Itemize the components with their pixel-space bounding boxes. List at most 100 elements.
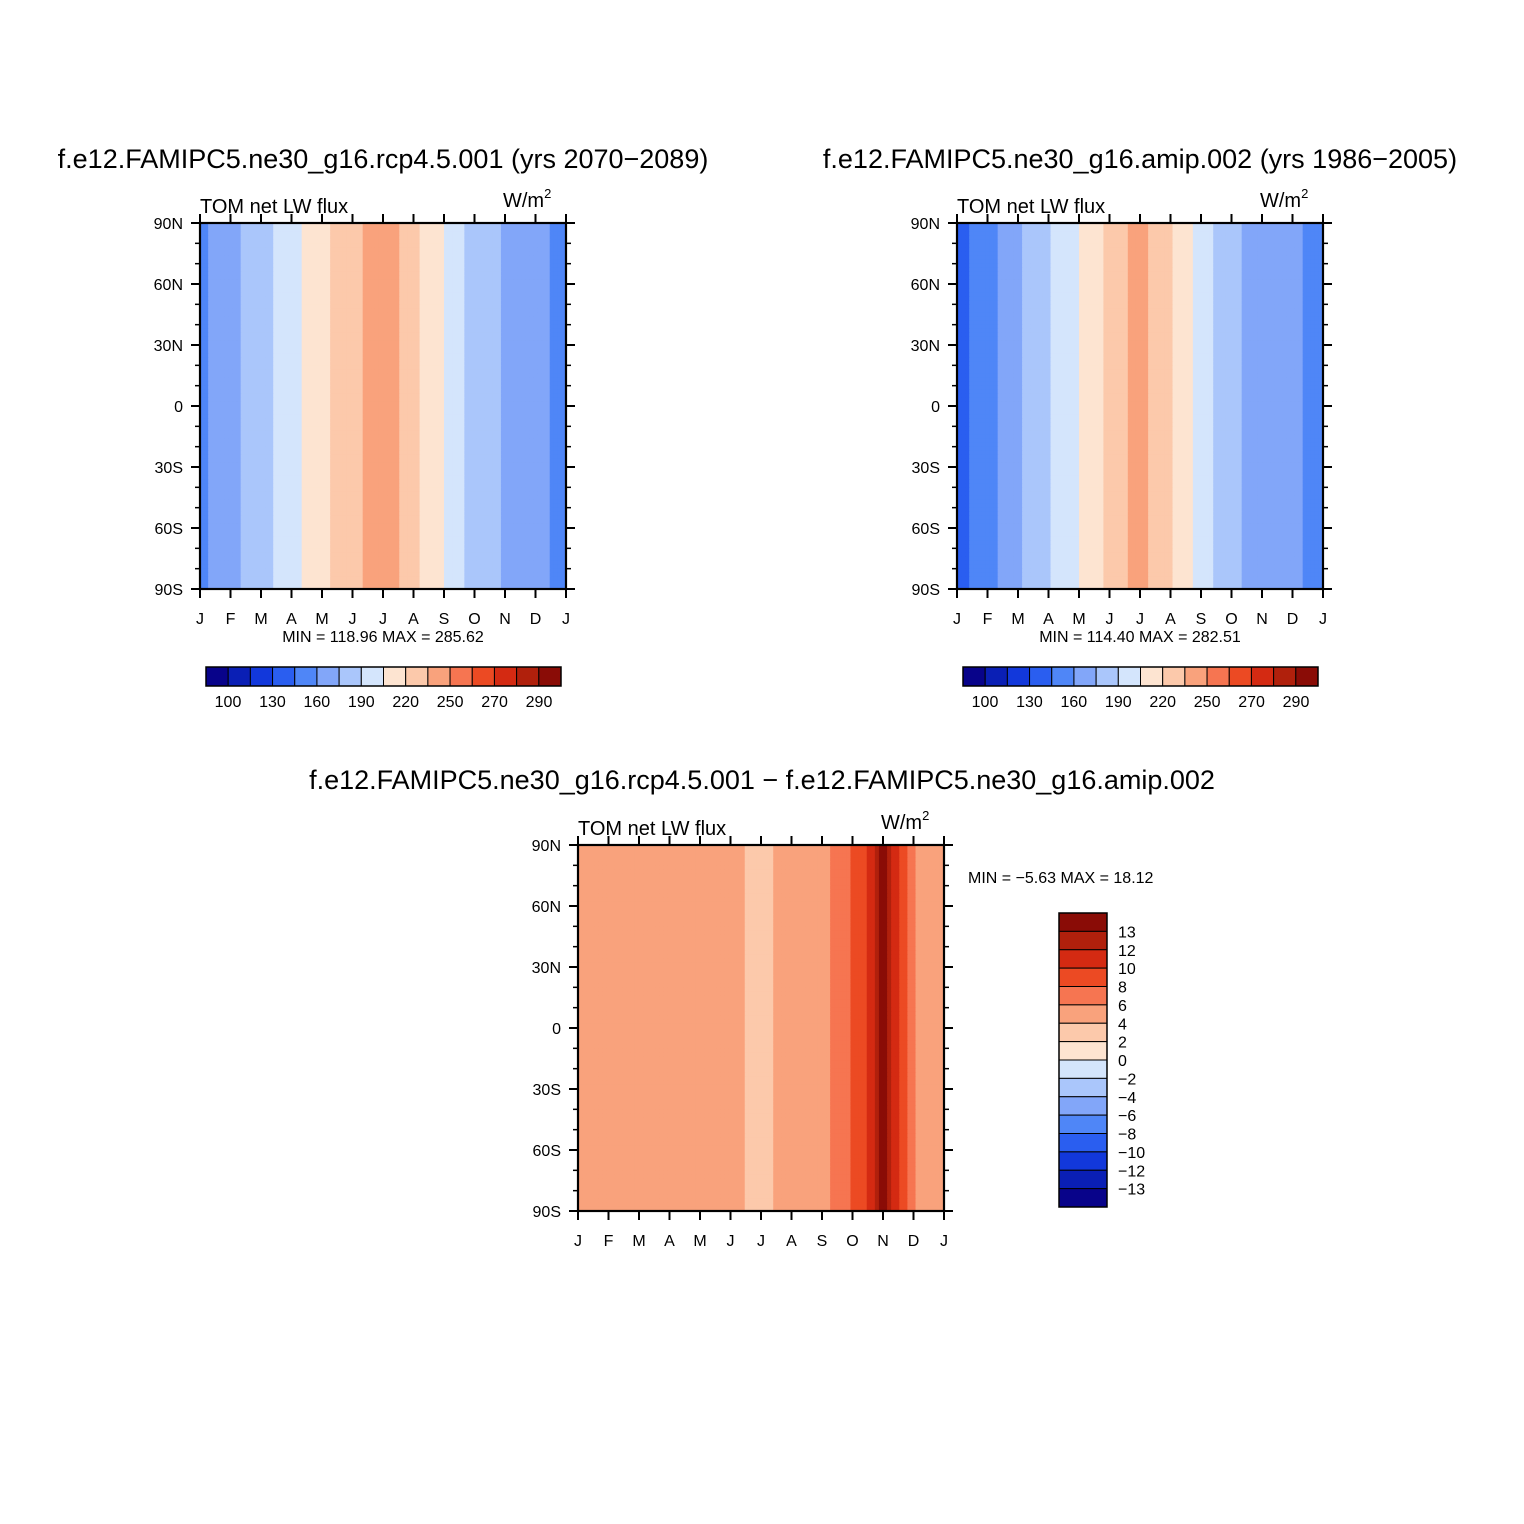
field-cell xyxy=(525,324,530,330)
field-cell xyxy=(521,284,526,289)
field-cell xyxy=(387,369,392,375)
field-cell xyxy=(244,263,250,269)
field-cell xyxy=(525,361,530,366)
field-cell xyxy=(444,410,449,415)
field-cell xyxy=(419,320,425,326)
field-cell xyxy=(444,365,449,370)
field-cell xyxy=(297,381,303,387)
field-cell xyxy=(338,308,343,314)
field-cell xyxy=(545,239,551,244)
field-cell xyxy=(403,263,408,269)
field-cell xyxy=(476,255,482,261)
field-cell xyxy=(476,235,482,240)
field-cell xyxy=(322,275,327,281)
field-cell xyxy=(505,320,510,326)
field-cell xyxy=(204,239,209,244)
field-cell xyxy=(305,442,311,448)
field-cell xyxy=(224,271,230,277)
field-cell xyxy=(500,275,506,281)
field-cell xyxy=(492,434,498,440)
field-cell xyxy=(248,255,254,261)
field-cell xyxy=(383,263,388,269)
field-cell xyxy=(232,438,238,444)
field-cell xyxy=(468,304,474,309)
field-cell xyxy=(252,349,258,354)
field-cell xyxy=(517,328,522,334)
field-cell xyxy=(236,312,242,318)
field-cell xyxy=(277,239,282,244)
field-cell xyxy=(521,336,526,342)
field-cell xyxy=(383,434,388,440)
field-cell xyxy=(366,223,372,228)
field-cell xyxy=(533,438,539,444)
field-cell xyxy=(342,385,347,391)
field-cell xyxy=(200,345,205,350)
field-cell xyxy=(435,223,441,228)
field-cell xyxy=(342,340,347,346)
field-cell xyxy=(517,340,522,346)
field-cell xyxy=(256,401,262,407)
field-cell xyxy=(208,259,213,265)
field-cell xyxy=(362,259,368,265)
field-cell xyxy=(415,369,421,375)
field-cell xyxy=(208,279,213,285)
field-cell xyxy=(301,393,307,399)
field-cell xyxy=(305,340,311,346)
field-cell xyxy=(232,434,238,440)
field-cell xyxy=(244,381,250,387)
field-cell xyxy=(293,324,299,330)
field-cell xyxy=(529,426,535,431)
field-cell xyxy=(500,340,506,346)
field-cell xyxy=(200,292,205,297)
field-cell xyxy=(468,418,474,423)
units-label: W/m2 xyxy=(503,186,551,212)
field-cell xyxy=(370,340,376,346)
field-cell xyxy=(342,422,347,427)
field-cell xyxy=(305,271,311,277)
field-cell xyxy=(350,373,356,379)
field-cell xyxy=(378,239,384,244)
field-cell xyxy=(391,247,396,253)
field-cell xyxy=(407,292,413,297)
field-cell xyxy=(460,377,465,383)
field-cell xyxy=(513,316,518,322)
field-cell xyxy=(476,308,482,314)
field-cell xyxy=(265,235,270,240)
field-cell xyxy=(269,438,274,444)
field-cell xyxy=(480,300,486,305)
field-cell xyxy=(305,385,311,391)
field-cell xyxy=(366,422,372,427)
field-cell xyxy=(399,316,404,322)
field-cell xyxy=(533,263,539,269)
field-cell xyxy=(403,385,408,391)
field-cell xyxy=(224,328,230,334)
field-cell xyxy=(431,357,437,362)
field-cell xyxy=(334,393,339,399)
field-cell xyxy=(236,365,242,370)
field-cell xyxy=(395,381,400,387)
field-cell xyxy=(317,377,323,383)
field-cell xyxy=(313,336,319,342)
field-cell xyxy=(419,430,425,436)
field-cell xyxy=(326,288,331,293)
field-cell xyxy=(537,284,543,289)
field-cell xyxy=(403,308,408,314)
field-cell xyxy=(407,385,413,391)
field-cell xyxy=(256,324,262,330)
field-cell xyxy=(265,292,270,297)
field-cell xyxy=(464,231,469,236)
field-cell xyxy=(362,288,368,293)
field-cell xyxy=(553,357,559,362)
field-cell xyxy=(200,324,205,330)
field-cell xyxy=(281,393,286,399)
field-cell xyxy=(411,349,417,354)
field-cell xyxy=(261,345,266,350)
field-cell xyxy=(277,292,282,297)
field-cell xyxy=(488,223,494,228)
field-cell xyxy=(232,239,238,244)
field-cell xyxy=(533,292,539,297)
field-cell xyxy=(224,357,230,362)
field-cell xyxy=(537,381,543,387)
field-cell xyxy=(289,410,295,415)
field-cell xyxy=(553,393,559,399)
